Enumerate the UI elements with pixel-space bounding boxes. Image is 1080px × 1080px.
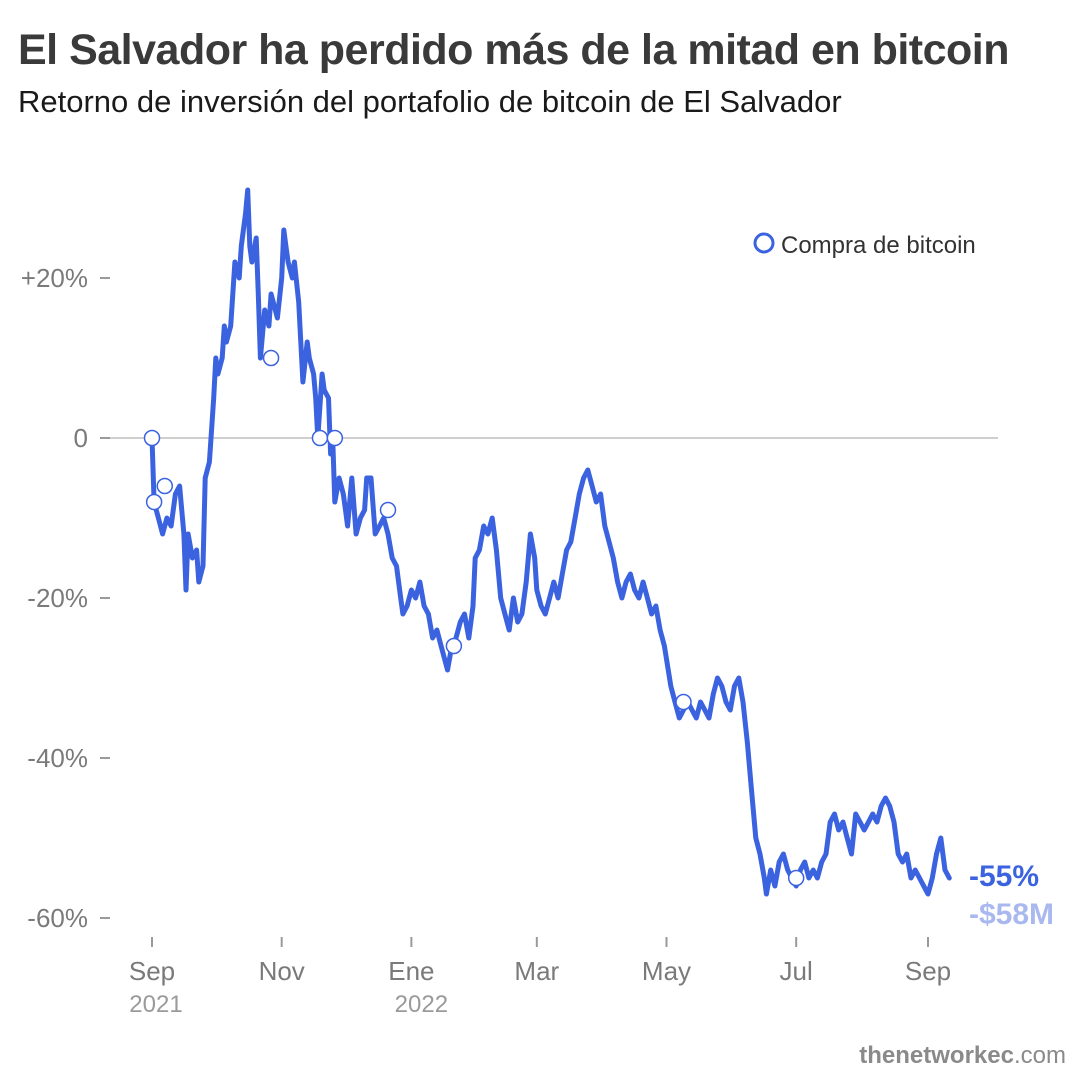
x-tick-label: May <box>642 956 691 986</box>
page-title: El Salvador ha perdido más de la mitad e… <box>18 26 1010 74</box>
legend-marker-icon <box>753 232 775 254</box>
x-tick-label: Mar <box>514 956 559 986</box>
end-labels: -55% -$58M <box>969 860 1054 931</box>
purchase-marker <box>326 429 344 447</box>
end-amount-label: -$58M <box>969 898 1054 931</box>
legend: Compra de bitcoin <box>753 232 976 259</box>
y-tick-label: +20% <box>21 263 88 293</box>
purchase-marker <box>156 477 174 495</box>
end-value-label: -55% <box>969 860 1039 893</box>
source-name: thenetworkec <box>859 1042 1014 1069</box>
x-tick-label: Sep <box>905 956 951 986</box>
purchase-marker <box>262 349 280 367</box>
x-tick-label: Nov <box>259 956 305 986</box>
x-tick-year: 2021 <box>129 991 182 1018</box>
x-tick-label: Ene <box>388 956 434 986</box>
purchase-marker <box>787 869 805 887</box>
x-tick-label: Jul <box>780 956 813 986</box>
purchase-marker <box>145 493 163 511</box>
y-tick-label: -20% <box>27 583 88 613</box>
purchase-marker <box>143 429 161 447</box>
y-tick-label: 0 <box>74 423 88 453</box>
roi-series-line <box>149 187 952 897</box>
x-tick-year: 2022 <box>395 991 448 1018</box>
purchase-marker <box>379 501 397 519</box>
x-axis: Sep 2021 Nov Ene 2022 Mar May Jul Sep <box>129 937 951 1018</box>
purchase-marker <box>311 429 329 447</box>
purchase-marker <box>675 693 692 711</box>
source-credit: thenetworkec.com <box>859 1042 1066 1070</box>
y-axis: +20% 0 -20% -40% -60% <box>21 263 998 933</box>
page-subtitle: Retorno de inversión del portafolio de b… <box>18 84 842 119</box>
series-layer <box>149 187 952 897</box>
y-tick-label: -40% <box>27 743 88 773</box>
source-suffix: .com <box>1013 1042 1066 1069</box>
y-tick-label: -60% <box>27 903 88 933</box>
purchase-markers <box>143 349 805 887</box>
x-tick-label: Sep <box>129 956 175 986</box>
purchase-marker <box>445 637 463 655</box>
legend-label: Compra de bitcoin <box>781 232 976 259</box>
